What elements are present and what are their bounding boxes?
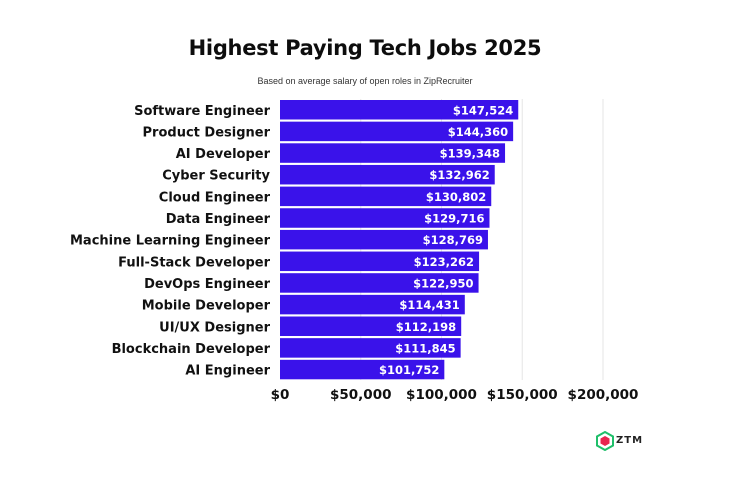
value-label: $139,348 — [440, 147, 500, 161]
value-label: $147,524 — [453, 103, 513, 117]
category-label: Full-Stack Developer — [118, 255, 270, 270]
category-label: Product Designer — [143, 125, 271, 140]
category-label: Machine Learning Engineer — [70, 234, 271, 249]
bar — [280, 143, 506, 163]
bar — [280, 251, 480, 272]
bar — [280, 273, 479, 293]
bar — [280, 186, 492, 207]
ztm-logo-text: ZTM — [616, 435, 644, 446]
bar — [280, 338, 461, 358]
value-label: $129,716 — [424, 212, 484, 226]
bar — [280, 121, 514, 142]
bar — [280, 316, 462, 336]
value-label: $114,431 — [399, 298, 459, 312]
x-tick-label: $100,000 — [406, 387, 477, 403]
category-label: AI Developer — [176, 147, 271, 162]
bar — [280, 208, 490, 228]
x-tick-label: $150,000 — [487, 387, 558, 403]
value-label: $132,962 — [429, 168, 489, 182]
category-label: Data Engineer — [166, 212, 271, 227]
category-label: Cloud Engineer — [159, 190, 271, 205]
value-label: $130,802 — [426, 190, 486, 204]
value-label: $112,198 — [396, 320, 456, 334]
ztm-logo: ZTM — [596, 430, 646, 455]
category-label: UI/UX Designer — [159, 320, 270, 335]
category-label: Blockchain Developer — [112, 342, 271, 357]
value-label: $101,752 — [379, 363, 439, 377]
value-label: $122,950 — [413, 276, 473, 290]
bar — [280, 294, 465, 315]
bar — [280, 100, 519, 120]
value-label: $123,262 — [414, 255, 474, 269]
x-tick-label: $200,000 — [568, 387, 639, 403]
category-label: Mobile Developer — [142, 299, 271, 314]
category-label: DevOps Engineer — [144, 277, 270, 292]
category-label: Cyber Security — [162, 169, 270, 184]
x-tick-label: $50,000 — [330, 387, 392, 403]
chart-title: Highest Paying Tech Jobs 2025 — [188, 36, 542, 60]
chart-subtitle: Based on average salary of open roles in… — [257, 76, 473, 86]
bar — [280, 359, 445, 380]
value-label: $128,769 — [423, 233, 483, 247]
x-tick-label: $0 — [271, 387, 290, 403]
bar — [280, 164, 495, 185]
value-label: $144,360 — [448, 125, 508, 139]
category-label: Software Engineer — [134, 104, 270, 119]
value-label: $111,845 — [395, 341, 455, 355]
ztm-logo-icon — [596, 430, 614, 452]
bar — [280, 229, 488, 250]
category-label: AI Engineer — [185, 364, 270, 379]
